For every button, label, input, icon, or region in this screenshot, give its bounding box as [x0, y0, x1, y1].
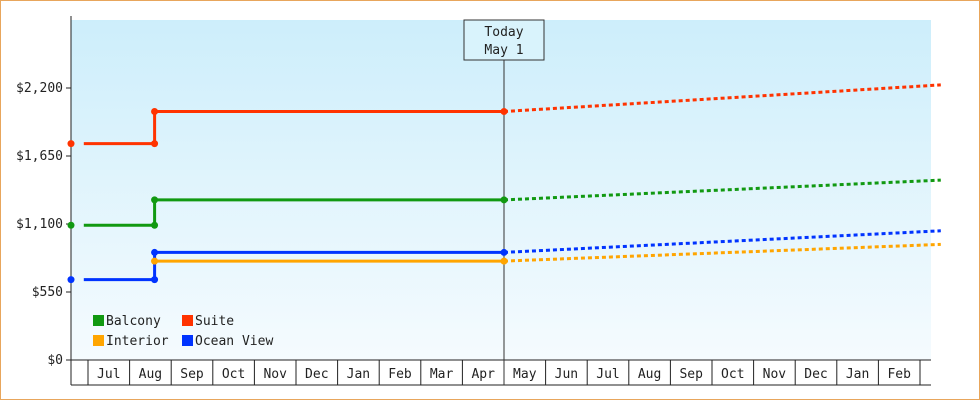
suite-forecast-line	[503, 83, 941, 113]
month-label: Dec	[804, 367, 827, 382]
month-label: Feb	[388, 367, 412, 382]
month-label: Oct	[721, 367, 744, 382]
interior-point	[500, 257, 508, 265]
balcony-point	[151, 221, 159, 229]
balcony-history-line	[83, 198, 504, 227]
y-tick-label: $1,650	[16, 149, 63, 164]
month-label: Jul	[596, 367, 619, 382]
today-label: Today	[484, 25, 523, 40]
suite-point	[500, 107, 508, 115]
balcony-forecast-line	[503, 178, 941, 202]
balcony-point	[151, 196, 159, 204]
month-label: Nov	[263, 367, 287, 382]
month-label: Jul	[97, 367, 120, 382]
month-label: Apr	[471, 367, 495, 382]
y-tick-label: $550	[32, 285, 63, 300]
ocean-view-forecast-line	[503, 229, 941, 254]
month-label: Mar	[430, 367, 454, 382]
month-label: Aug	[638, 367, 661, 382]
suite-point	[67, 140, 75, 148]
ocean-view-point	[151, 276, 159, 284]
x-axis: Jul Aug Sep Oct Nov Dec Jan Feb Mar Apr May Jun Jul A…	[70, 359, 931, 386]
month-label: Sep	[180, 367, 204, 382]
today-box	[463, 19, 545, 61]
month-label: Sep	[679, 367, 703, 382]
ocean-view-history-line	[83, 250, 504, 282]
legend-swatch-interior	[93, 335, 104, 346]
legend-swatch-balcony	[93, 315, 104, 326]
month-label: Oct	[222, 367, 245, 382]
ocean-view-point	[500, 248, 508, 256]
suite-point	[151, 107, 159, 115]
month-label: Jan	[347, 367, 370, 382]
month-label: Jan	[846, 367, 869, 382]
legend-swatch-suite	[182, 315, 193, 326]
series-lines	[67, 83, 941, 284]
interior-point	[151, 257, 159, 265]
legend-label-ocean-view: Ocean View	[195, 334, 273, 349]
y-tick-label: $0	[47, 353, 63, 368]
today-date: May 1	[484, 43, 523, 58]
month-label: Feb	[887, 367, 911, 382]
interior-forecast-line	[503, 242, 941, 263]
suite-history-line	[83, 110, 504, 146]
month-label: May	[513, 367, 537, 382]
y-tick-label: $2,200	[16, 81, 63, 96]
today-marker: Today May 1	[463, 19, 545, 385]
month-label: Dec	[305, 367, 328, 382]
suite-point	[151, 140, 159, 148]
plot-area	[71, 20, 931, 360]
y-tick-label: $1,100	[16, 217, 63, 232]
legend-swatch-ocean-view	[182, 335, 193, 346]
legend-label-interior: Interior	[106, 334, 169, 349]
legend: Balcony Suite Interior Ocean View	[93, 314, 273, 349]
legend-label-suite: Suite	[195, 314, 234, 329]
month-label: Jun	[555, 367, 578, 382]
month-label: Aug	[139, 367, 162, 382]
balcony-point	[67, 221, 75, 229]
month-label: Nov	[763, 367, 787, 382]
y-axis: $0 $550 $1,100 $1,650 $2,200	[16, 16, 72, 368]
ocean-view-point	[67, 276, 75, 284]
legend-label-balcony: Balcony	[106, 314, 161, 329]
ocean-view-point	[151, 248, 159, 256]
balcony-point	[500, 196, 508, 204]
